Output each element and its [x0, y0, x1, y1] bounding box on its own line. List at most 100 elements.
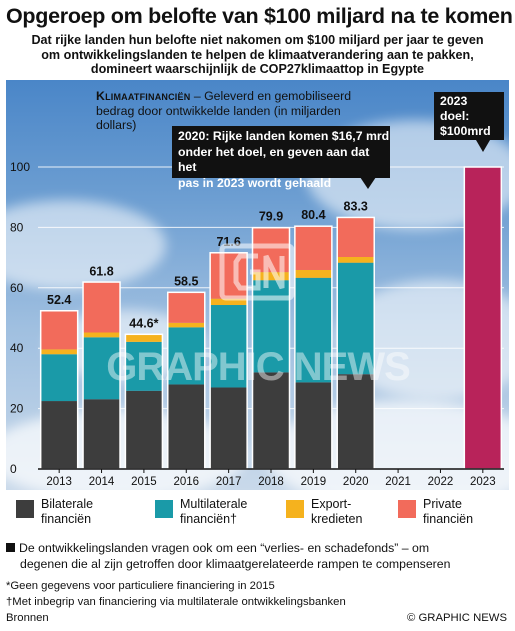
callout-2023: 2023 doel: $100mrd: [434, 92, 504, 140]
legend: [6, 490, 509, 534]
bar-private-2013: [40, 310, 78, 350]
chart-caption-line-2: bedrag door ontwikkelde landen (in milja…: [96, 103, 341, 133]
chart-caption-line-1: Klimaatfinanciën – Geleverd en gemobilis…: [96, 89, 376, 104]
x-tick-label-2021: 2021: [385, 476, 411, 488]
legend-label-bilateral-line-1: Bilaterale: [41, 497, 94, 511]
total-label-2013: 52.4: [47, 293, 71, 307]
bar-export-2015: [125, 334, 163, 342]
axes: 0 20 40 60 80 100 2013 2014 2015 2016 2017 2018 2019…: [10, 160, 504, 488]
subtitle-line-2: om ontwikkelingslanden te helpen de klim…: [41, 47, 474, 62]
bar-private-2016: [167, 292, 205, 323]
note-line-1-text: De ontwikkelingslanden vragen ook om een…: [19, 541, 430, 555]
total-label-2019: 80.4: [301, 208, 325, 222]
note-line-1: De ontwikkelingslanden vragen ook om een…: [6, 541, 509, 557]
bar-bilateral-2013: [40, 401, 78, 469]
legend-swatch-private: [398, 500, 416, 518]
bar-bilateral-2020: [337, 374, 375, 469]
bar-export-2019: [294, 269, 332, 278]
y-tick-label-80: 80: [10, 220, 24, 234]
subtitle-line-3: domineert waarschijnlijk de COP27klimaat…: [90, 62, 425, 76]
callout-2020-line-1: 2020: Rijke landen komen $16,7 mrd: [178, 129, 390, 143]
x-tick-label-2020: 2020: [343, 476, 369, 488]
bar-export-2020: [337, 256, 375, 263]
value-labels: 52.4 61.8 44.6* 58.5 71.6 79.9 80.4 83.3: [47, 199, 368, 330]
callout-2020-line-2: onder het doel, en geven aan dat het: [178, 144, 370, 175]
bar-multilateral-2020: [337, 262, 375, 375]
chart-caption-bold: Klimaatfinanciën: [96, 89, 191, 103]
bar-bilateral-2018: [252, 372, 290, 469]
bar-bilateral-2016: [167, 384, 205, 469]
callout-2023-line-1: 2023: [440, 94, 468, 108]
y-tick-label-20: 20: [10, 402, 24, 416]
x-tick-label-2022: 2022: [428, 476, 454, 488]
bar-private-2014: [83, 282, 121, 333]
bar-bilateral-2019: [294, 382, 332, 469]
legend-swatch-export: [286, 500, 304, 518]
bar-bilateral-2015: [125, 390, 163, 469]
x-tick-label-2019: 2019: [301, 476, 327, 488]
bar-export-2013: [40, 349, 78, 355]
callout-2020-pointer: [360, 177, 376, 189]
bar-export-2018: [252, 272, 290, 281]
legend-label-multilateral-line-2: financiën†: [180, 512, 237, 526]
legend-label-private: Private financiën: [423, 497, 473, 527]
callout-2020: 2020: Rijke landen komen $16,7 mrd onder…: [172, 126, 390, 190]
total-label-2017: 71.6: [216, 235, 240, 249]
x-tick-label-2017: 2017: [216, 476, 242, 488]
bar-multilateral-2014: [83, 337, 121, 400]
note-bullet-icon: [6, 543, 15, 552]
legend-label-export: Export- kredieten: [311, 497, 362, 527]
footnote-asterisk: *Geen gegevens voor particuliere financi…: [6, 580, 275, 592]
legend-label-multilateral-line-1: Multilaterale: [180, 497, 248, 511]
copyright-brand: © GRAPHIC NEWS: [407, 612, 507, 624]
sources-label: Bronnen: [6, 612, 49, 624]
callout-2023-line-2: doel:: [440, 109, 470, 123]
bar-private-2020: [337, 217, 375, 257]
legend-label-private-line-1: Private: [423, 497, 462, 511]
bar-multilateral-2019: [294, 277, 332, 383]
x-tick-label-2018: 2018: [258, 476, 284, 488]
callout-2023-pointer: [476, 140, 490, 152]
legend-label-export-line-2: kredieten: [311, 512, 363, 526]
bar-multilateral-2013: [40, 354, 78, 402]
bar-multilateral-2016: [167, 327, 205, 385]
legend-label-multilateral: Multilaterale financiën†: [180, 497, 247, 527]
y-tick-label-60: 60: [10, 281, 24, 295]
legend-label-export-line-1: Export-: [311, 497, 352, 511]
bar-multilateral-2017: [210, 305, 248, 388]
footnote-dagger: †Met inbegrip van financiering via multi…: [6, 596, 346, 608]
chart-caption-rest: – Geleverd en gemobiliseerd: [190, 89, 352, 103]
legend-label-private-line-2: financiën: [423, 512, 474, 526]
total-label-2015: 44.6*: [129, 316, 158, 330]
legend-label-bilateral: Bilaterale financiën: [41, 497, 93, 527]
total-label-2018: 79.9: [259, 210, 283, 224]
note-line-2: degenen die al zijn getroffen door klima…: [20, 556, 451, 571]
total-label-2020: 83.3: [344, 199, 368, 213]
bar-goal-2023: [463, 166, 503, 470]
legend-swatch-bilateral: [16, 500, 34, 518]
bar-bilateral-2014: [83, 399, 121, 469]
total-label-2016: 58.5: [174, 274, 198, 288]
bar-multilateral-2018: [252, 280, 290, 373]
y-tick-label-0: 0: [10, 462, 17, 476]
bar-export-2014: [83, 332, 121, 338]
subtitle: Dat rijke landen hun belofte niet nakome…: [6, 33, 509, 77]
bar-private-2018: [252, 227, 290, 273]
bar-private-2017: [210, 252, 248, 299]
x-tick-label-2013: 2013: [46, 476, 72, 488]
bar-multilateral-2015: [125, 341, 163, 391]
legend-swatch-multilateral: [155, 500, 173, 518]
total-label-2014: 61.8: [89, 264, 113, 278]
bar-export-2017: [210, 298, 248, 306]
x-tick-label-2014: 2014: [89, 476, 115, 488]
page-title: Opgeroep om belofte van $100 miljard na …: [6, 4, 513, 28]
x-tick-label-2015: 2015: [131, 476, 157, 488]
y-tick-label-100: 100: [10, 160, 30, 174]
callout-2020-line-3: pas in 2023 wordt gehaald: [178, 175, 332, 190]
bar-bilateral-2017: [210, 387, 248, 469]
x-tick-label-2023: 2023: [470, 476, 496, 488]
subtitle-line-1: Dat rijke landen hun belofte niet nakome…: [31, 33, 484, 47]
y-tick-label-40: 40: [10, 341, 24, 355]
